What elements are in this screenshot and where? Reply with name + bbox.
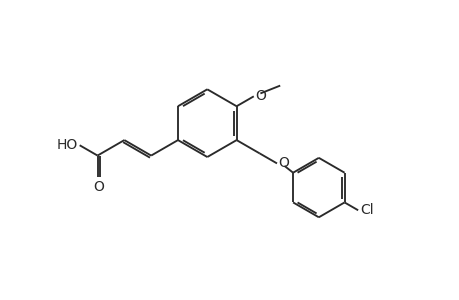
- Text: O: O: [93, 179, 104, 194]
- Text: O: O: [278, 156, 289, 170]
- Text: HO: HO: [56, 138, 78, 152]
- Text: O: O: [255, 89, 266, 103]
- Text: Cl: Cl: [359, 203, 373, 217]
